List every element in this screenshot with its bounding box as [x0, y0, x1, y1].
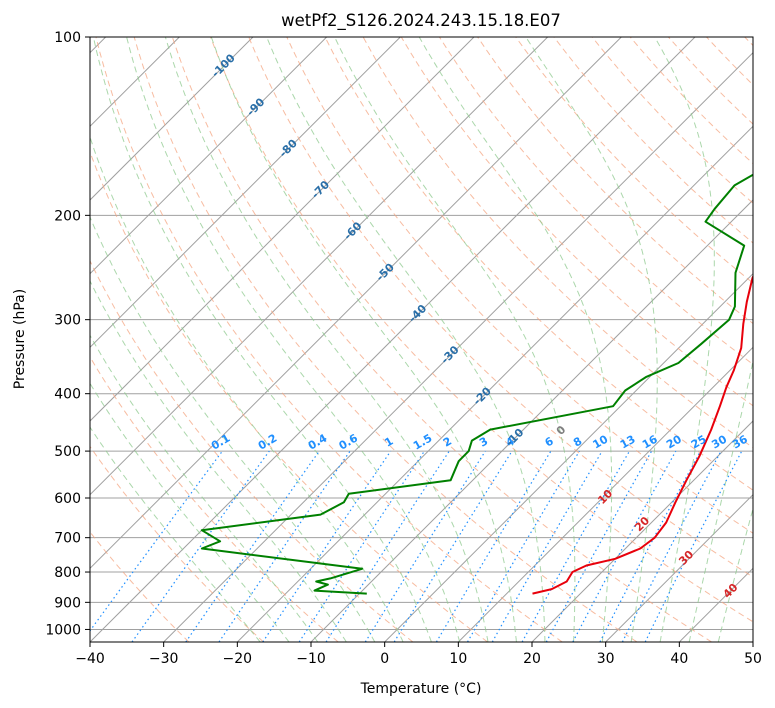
mixing-ratio-line: [572, 450, 677, 642]
isotherm-line: [531, 420, 753, 642]
isotherm-line: [90, 37, 475, 422]
x-tick-label: 50: [744, 651, 762, 667]
x-tick-label: −40: [75, 651, 105, 667]
y-tick-label: 900: [54, 595, 81, 611]
dry-adiabat-line: [324, 37, 753, 491]
moist-adiabat-line: [210, 37, 517, 642]
dry-adiabat-line: [95, 37, 563, 642]
moist-adiabat-line: [334, 37, 576, 642]
y-axis-label: Pressure (hPa): [12, 289, 28, 389]
tick-layer: −40 −30 −20 −10 0 10 20 30 40 50 100 200 300 400 500 60…: [45, 30, 762, 667]
chart-title: wetPf2_S126.2024.243.15.18.E07: [281, 11, 561, 31]
isotherm-line: [90, 37, 622, 570]
isotherm-line: [90, 37, 696, 642]
mixing-ratio-line: [90, 450, 223, 632]
isotherm-line: [90, 37, 401, 349]
x-tick-label: −30: [149, 651, 179, 667]
grid-layer: [90, 37, 753, 642]
mixing-ratio-line: [491, 450, 603, 642]
y-tick-label: 300: [54, 313, 81, 329]
moist-adiabat-line: [92, 37, 432, 642]
isotherm-line: [90, 37, 328, 275]
mixing-ratio-line: [545, 450, 653, 642]
dry-adiabat-line: [90, 445, 264, 642]
isotherm-line: [163, 51, 753, 642]
x-tick-label: 10: [449, 651, 467, 667]
dry-adiabat-line: [133, 37, 638, 642]
mixing-ratio-line: [185, 450, 320, 642]
dry-adiabat-line: [362, 37, 753, 449]
x-axis-label: Temperature (°C): [360, 681, 482, 697]
isotherm-line: [384, 272, 753, 642]
y-tick-label: 400: [54, 387, 81, 403]
isotherm-line: [90, 37, 549, 496]
dry-adiabat-line: [477, 37, 753, 325]
dry-adiabat-line: [629, 37, 753, 165]
x-tick-label: 40: [670, 651, 688, 667]
y-tick-label: 100: [54, 30, 81, 46]
x-tick-label: 30: [597, 651, 615, 667]
y-tick-label: 700: [54, 531, 81, 547]
dry-adiabat-line: [591, 37, 753, 204]
isotherm-line: [457, 346, 753, 642]
x-tick-label: 0: [380, 651, 389, 667]
moist-adiabat-line: [688, 358, 753, 642]
plot-frame: [89, 36, 754, 643]
moist-adiabat-line: [90, 334, 319, 642]
dry-adiabat-line: [210, 37, 753, 623]
mixing-ratio-line: [521, 450, 631, 642]
moist-adiabat-line: [90, 426, 261, 642]
moist-adiabat-line: [654, 37, 715, 642]
dry-adiabat-line: [248, 37, 753, 578]
y-tick-label: 600: [54, 491, 81, 507]
y-tick-label: 200: [54, 208, 81, 224]
moist-adiabat-line: [717, 506, 753, 642]
moist-adiabat-line: [90, 382, 290, 642]
temperature-profile-line: [532, 274, 753, 595]
moist-adiabat-line: [164, 37, 489, 642]
x-tick-label: −20: [223, 651, 253, 667]
moist-adiabat-line: [525, 37, 658, 642]
dry-adiabat-line: [515, 37, 753, 284]
mixing-ratio-line: [466, 450, 580, 642]
moist-adiabat-line: [266, 37, 546, 642]
mixing-ratio-line: [393, 450, 513, 642]
moist-adiabat-line: [90, 135, 404, 642]
y-tick-label: 800: [54, 565, 81, 581]
dewpoint-profile-line: [200, 173, 753, 595]
y-tick-label: 500: [54, 444, 81, 460]
y-tick-label: 1000: [45, 622, 81, 638]
isotherm-line: [236, 125, 753, 642]
isotherm-line: [605, 493, 753, 642]
mixing-ratio-line: [298, 450, 425, 642]
moist-adiabat-line: [90, 215, 376, 642]
dry-adiabat-line: [90, 259, 414, 642]
mixing-ratio-line: [131, 450, 270, 642]
mixing-ratio-line: [364, 450, 486, 642]
mixing-ratio-line: [435, 450, 552, 642]
isotherm-line: [90, 37, 254, 201]
dry-adiabat-line: [400, 37, 753, 407]
dry-adiabat-line: [171, 37, 712, 642]
series-layer: [200, 173, 753, 595]
moist-adiabat-line: [126, 37, 461, 642]
x-tick-label: −10: [296, 651, 326, 667]
moist-adiabat-line: [418, 37, 613, 642]
x-tick-label: 20: [523, 651, 541, 667]
